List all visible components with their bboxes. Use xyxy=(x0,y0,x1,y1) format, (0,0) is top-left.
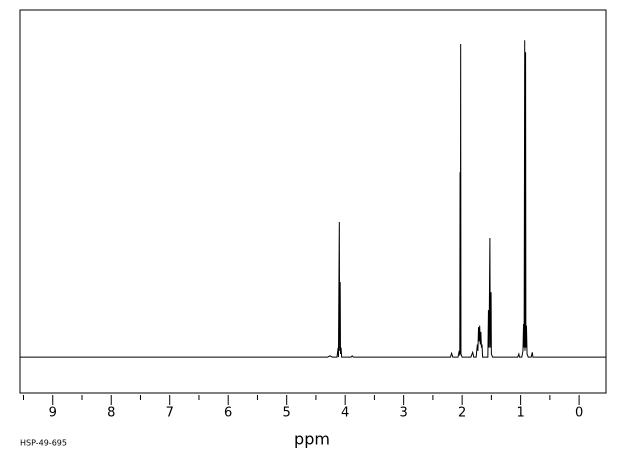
x-tick-label: 6 xyxy=(224,406,232,421)
spectrum-line xyxy=(20,40,606,358)
x-tick-label: 7 xyxy=(166,406,174,421)
x-axis-label: ppm xyxy=(294,430,330,449)
x-tick-label: 5 xyxy=(283,406,291,421)
x-tick-label: 1 xyxy=(516,406,524,421)
x-tick-label: 2 xyxy=(458,406,466,421)
x-tick-label: 4 xyxy=(341,406,349,421)
plot-frame xyxy=(19,9,607,394)
x-tick-label: 8 xyxy=(107,406,115,421)
x-tick-label: 9 xyxy=(49,406,57,421)
x-tick-label: 3 xyxy=(400,406,408,421)
footnote: HSP-49-695 xyxy=(20,439,67,448)
x-tick-label: 0 xyxy=(575,406,583,421)
